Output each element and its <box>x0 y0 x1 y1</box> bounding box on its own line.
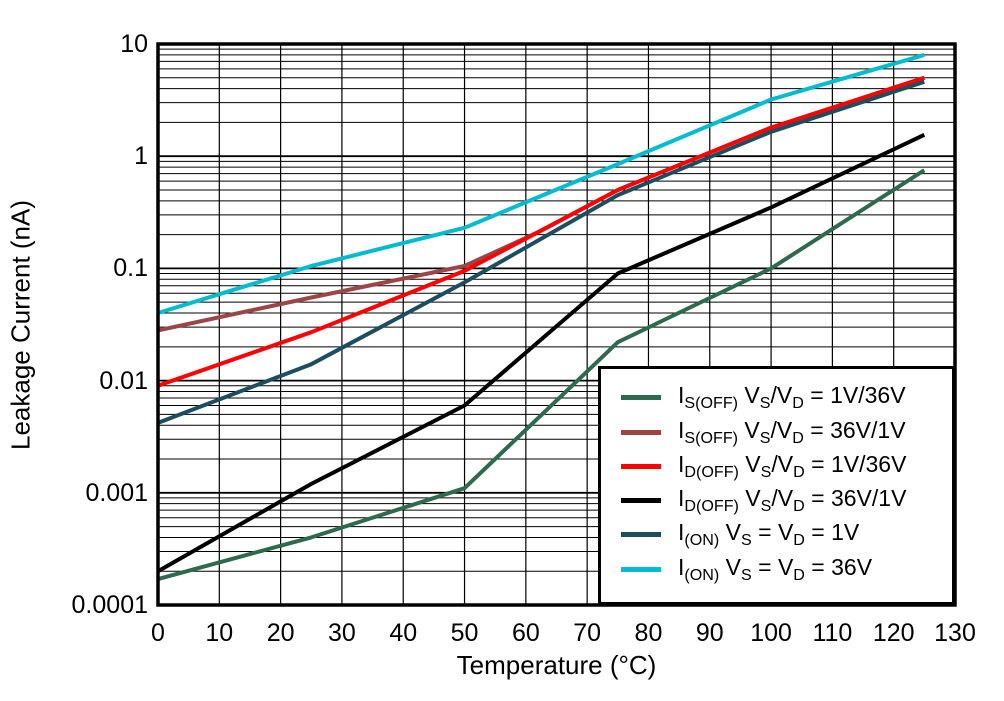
x-tick-label: 60 <box>511 619 540 647</box>
legend-label: IS(OFF) VS/VD = 36V/1V <box>678 416 906 447</box>
x-tick-label: 80 <box>634 619 663 647</box>
x-tick-label: 30 <box>328 619 356 647</box>
x-tick-label: 100 <box>750 619 792 647</box>
x-tick-label: 0 <box>151 619 165 647</box>
x-tick-label: 120 <box>872 619 915 647</box>
y-tick-label: 0.1 <box>113 254 148 283</box>
y-tick-label: 1 <box>134 142 148 171</box>
legend-item-1: IS(OFF) VS/VD = 36V/1V <box>621 417 948 448</box>
series-line-5 <box>157 52 925 315</box>
y-tick-label: 0.01 <box>99 366 148 395</box>
series-line-0 <box>157 168 926 582</box>
x-tick-label: 20 <box>266 619 295 647</box>
y-tick-label: 10 <box>120 30 148 58</box>
legend-item-5: I(ON) VS = VD = 36V <box>621 554 948 585</box>
x-tick-label: 90 <box>695 619 724 647</box>
legend-swatch <box>621 532 661 538</box>
legend: IS(OFF) VS/VD = 1V/36V IS(OFF) VS/VD = 36… <box>598 366 955 605</box>
legend-swatch <box>621 498 661 504</box>
x-tick-label: 130 <box>934 619 976 647</box>
x-axis-title: Temperature (°C) <box>456 650 657 680</box>
legend-item-0: IS(OFF) VS/VD = 1V/36V <box>621 382 948 413</box>
legend-swatch <box>621 463 661 469</box>
legend-swatch <box>621 429 661 435</box>
legend-label: I(ON) VS = VD = 36V <box>678 553 873 584</box>
legend-item-2: ID(OFF) VS/VD = 1V/36V <box>621 451 948 482</box>
x-tick-label: 10 <box>205 619 234 647</box>
y-tick-label: 0.001 <box>85 478 148 507</box>
legend-swatch <box>621 566 661 572</box>
legend-label: I(ON) VS = VD = 1V <box>678 519 860 550</box>
y-axis-title: Leakage Current (nA) <box>5 199 36 450</box>
series-line-4 <box>157 79 925 425</box>
legend-label: ID(OFF) VS/VD = 1V/36V <box>678 450 907 481</box>
y-tick-label: 0.0001 <box>71 591 148 619</box>
x-tick-label: 40 <box>389 619 418 647</box>
legend-label: ID(OFF) VS/VD = 36V/1V <box>678 485 907 515</box>
x-tick-label: 70 <box>573 619 602 647</box>
plot-frame <box>156 42 957 607</box>
legend-label: IS(OFF) VS/VD = 1V/36V <box>678 382 906 413</box>
legend-item-3: ID(OFF) VS/VD = 36V/1V <box>621 485 948 516</box>
x-tick-label: 50 <box>450 619 479 647</box>
legend-item-4: I(ON) VS = VD = 1V <box>621 519 948 550</box>
series-line-2 <box>157 75 925 388</box>
legend-swatch <box>621 395 661 401</box>
series-line-3 <box>157 132 926 573</box>
x-tick-label: 110 <box>812 619 853 647</box>
